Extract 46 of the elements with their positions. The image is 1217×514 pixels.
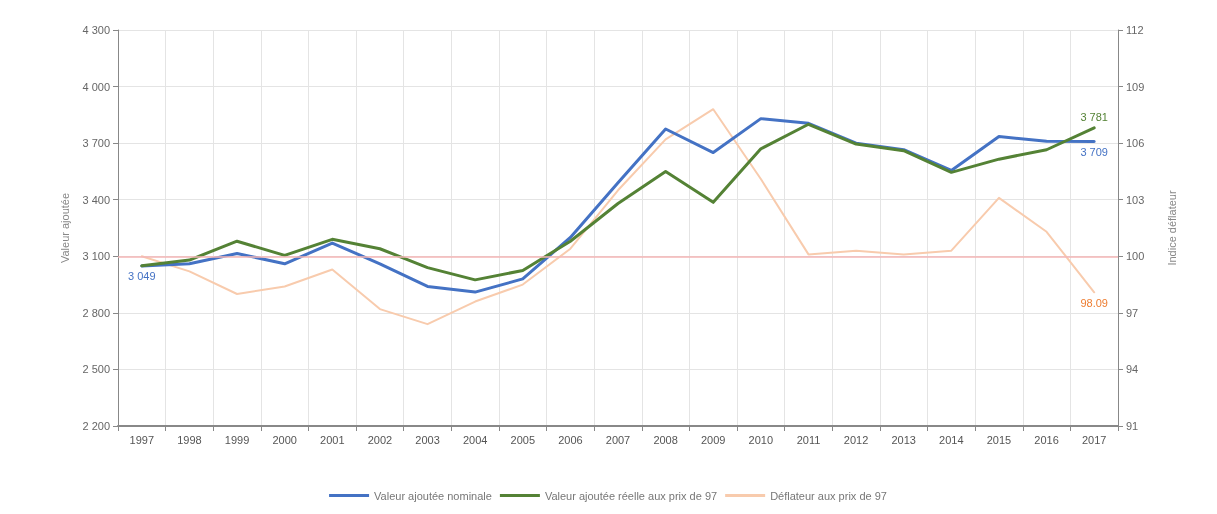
x-tick-label: 1998 xyxy=(177,433,202,446)
x-tick-label: 2010 xyxy=(748,433,774,446)
x-tick-label: 1999 xyxy=(224,433,250,446)
legend-label: Déflateur aux prix de 97 xyxy=(770,489,887,502)
y2-tick-label: 106 xyxy=(1126,137,1145,150)
y-tick-label: 2 200 xyxy=(82,420,110,432)
x-tick-label: 2011 xyxy=(796,433,821,446)
y-tick-label: 4 000 xyxy=(82,80,110,93)
y2-tick-label: 100 xyxy=(1126,250,1145,263)
x-tick-label: 2014 xyxy=(939,433,964,446)
y2-tick-label: 109 xyxy=(1126,80,1145,93)
x-tick-label: 2006 xyxy=(558,433,583,446)
x-tick-label: 2012 xyxy=(843,433,869,446)
y2-axis-title: Indice déflateur xyxy=(1165,190,1178,266)
y-tick-label: 3 100 xyxy=(82,250,110,263)
x-tick-label: 2004 xyxy=(462,433,488,446)
y-tick-label: 3 700 xyxy=(82,137,110,150)
x-tick-label: 2002 xyxy=(367,433,393,446)
x-tick-label: 2005 xyxy=(510,433,535,446)
x-tick-label: 2003 xyxy=(415,433,440,446)
x-tick-label: 2017 xyxy=(1081,433,1107,446)
x-tick-label: 1997 xyxy=(129,433,155,446)
y-tick-label: 2 800 xyxy=(82,306,110,319)
y2-tick-label: 94 xyxy=(1126,363,1139,376)
y2-tick-label: 91 xyxy=(1126,420,1139,432)
y-tick-label: 4 300 xyxy=(82,24,110,36)
legend-label: Valeur ajoutée réelle aux prix de 97 xyxy=(544,489,718,502)
y2-tick-label: 112 xyxy=(1126,24,1144,36)
data-label: 3 781 xyxy=(1080,111,1108,124)
y2-tick-label: 103 xyxy=(1126,193,1145,206)
x-tick-label: 2013 xyxy=(891,433,916,446)
y-tick-label: 3 400 xyxy=(82,193,110,206)
data-label: 3 049 xyxy=(128,270,156,283)
x-tick-label: 2015 xyxy=(986,433,1012,446)
x-tick-label: 2007 xyxy=(605,433,631,446)
y-tick-label: 2 500 xyxy=(82,363,110,376)
y2-tick-label: 97 xyxy=(1126,306,1139,319)
data-label: 3 709 xyxy=(1080,145,1108,158)
y-axis-title: Valeur ajoutée xyxy=(58,192,71,264)
x-tick-label: 2008 xyxy=(653,433,678,446)
x-tick-label: 2000 xyxy=(272,433,297,446)
x-tick-label: 2009 xyxy=(701,433,726,446)
x-tick-label: 2016 xyxy=(1034,433,1059,446)
x-tick-label: 2001 xyxy=(320,433,345,446)
data-label: 98.09 xyxy=(1080,296,1108,309)
legend-label: Valeur ajoutée nominale xyxy=(374,489,492,502)
